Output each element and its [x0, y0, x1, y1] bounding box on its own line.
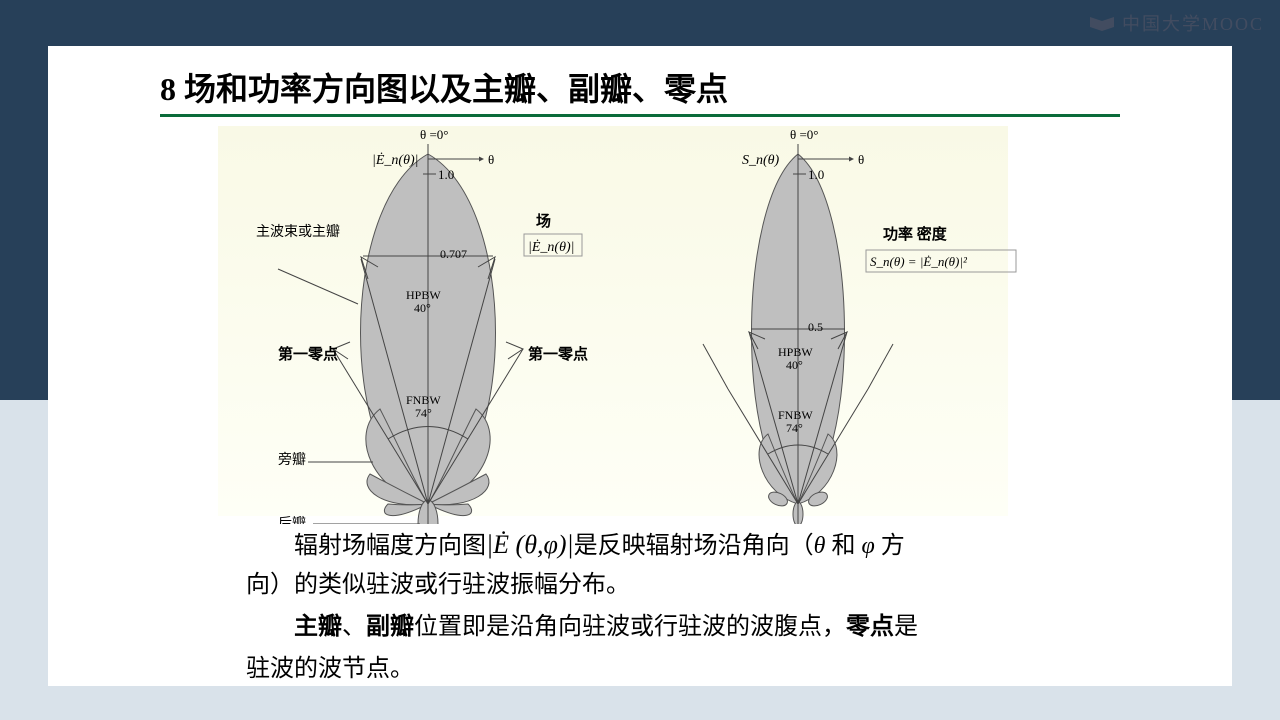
side-lobe-label: 旁瓣	[278, 451, 306, 468]
one-label: 1.0	[438, 167, 454, 182]
y-axis-label: |Ė_n(θ)|	[372, 152, 418, 168]
fnbw-r-2: 74°	[786, 421, 803, 435]
fnbw-label-2: 74°	[415, 406, 432, 420]
one-label-r: 1.0	[808, 167, 824, 182]
hpbw-label-1: HPBW	[406, 288, 441, 302]
theta-zero-r: θ =0°	[790, 127, 819, 142]
fnbw-label-1: FNBW	[406, 393, 441, 407]
power-density-formula: S_n(θ) = |Ė_n(θ)|²	[870, 254, 968, 269]
back-lobe-label: 后瓣	[278, 516, 306, 524]
y-axis-label-r: S_n(θ)	[742, 153, 780, 168]
paragraph-2: 向）的类似驻波或行驻波振幅分布。	[246, 566, 1086, 604]
theta-axis: θ	[488, 152, 494, 167]
watermark: 中国大学MOOC	[1088, 10, 1264, 36]
page-title: 8 场和功率方向图以及主瓣、副瓣、零点	[160, 64, 728, 110]
power-pattern: θ =0° θ S_n(θ) 1.0 0.5 HPBW 40° FNBW 74°…	[703, 127, 1016, 524]
slide-sheet: 8 场和功率方向图以及主瓣、副瓣、零点	[48, 46, 1232, 686]
paragraph-4: 驻波的波节点。	[246, 650, 1086, 688]
first-null-right: 第一零点	[528, 345, 588, 363]
hp-value: 0.707	[440, 247, 467, 261]
hp-value-r: 0.5	[808, 320, 823, 334]
hpbw-r-2: 40°	[786, 358, 803, 372]
field-formula: |Ė_n(θ)|	[528, 239, 574, 255]
hpbw-label-2: 40°	[414, 301, 431, 315]
theta-zero: θ =0°	[420, 127, 449, 142]
paragraph-3: 主瓣、副瓣位置即是沿角向驻波或行驻波的波腹点，零点是	[246, 608, 1086, 646]
main-beam-label: 主波束或主瓣	[256, 224, 340, 240]
field-pattern: θ =0° θ |Ė_n(θ)| 1.0 0.707 HPBW 40° FNBW…	[256, 127, 588, 524]
title-rule	[160, 114, 1120, 117]
first-null-left: 第一零点	[278, 345, 338, 363]
power-density-label: 功率 密度	[883, 225, 948, 243]
hpbw-r-1: HPBW	[778, 345, 813, 359]
radiation-pattern-diagram: θ =0° θ |Ė_n(θ)| 1.0 0.707 HPBW 40° FNBW…	[218, 124, 1018, 524]
theta-axis-r: θ	[858, 152, 864, 167]
paragraph-1: 辐射场幅度方向图|Ė (θ,φ)|是反映辐射场沿角向（θ 和 φ 方	[246, 524, 1086, 566]
fnbw-r-1: FNBW	[778, 408, 813, 422]
field-label: 场	[536, 213, 551, 230]
